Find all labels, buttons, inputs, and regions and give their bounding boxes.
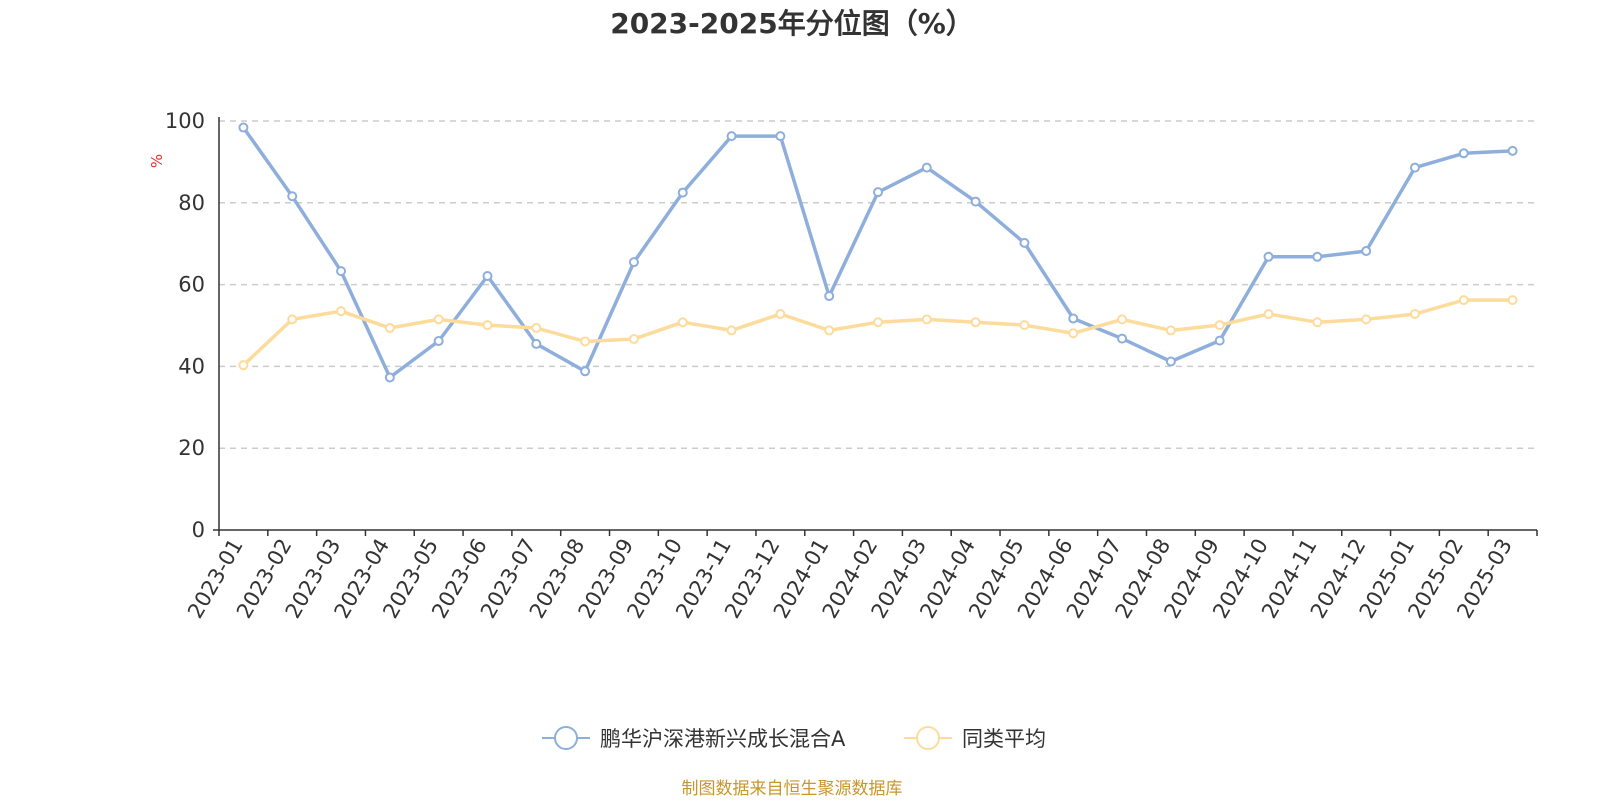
data-point (482, 271, 493, 282)
y-tick-label: 60 (178, 273, 205, 297)
data-point (482, 320, 493, 331)
grid-lines (219, 120, 1537, 449)
data-point (384, 322, 395, 333)
data-point (873, 317, 883, 328)
data-point (384, 372, 395, 383)
legend-label: 同类平均 (962, 727, 1046, 751)
data-point (531, 338, 542, 349)
data-point (336, 266, 347, 277)
data-point (1019, 320, 1030, 331)
data-point (921, 162, 932, 173)
data-point (775, 309, 786, 320)
data-point (433, 314, 444, 325)
y-axis-label: % (148, 154, 166, 168)
data-point (287, 314, 298, 325)
chart-title: 2023-2025年分位图（%） (610, 7, 974, 40)
data-point (628, 333, 639, 344)
data-point (1409, 162, 1420, 173)
data-point (1361, 246, 1372, 257)
data-point (824, 325, 835, 336)
y-tick-label: 80 (178, 191, 205, 215)
data-point (775, 131, 786, 142)
data-point (1214, 335, 1225, 346)
legend-item[interactable]: 同类平均 (904, 726, 1046, 751)
data-point (1312, 251, 1323, 262)
y-tick-label: 20 (178, 436, 205, 460)
data-point (433, 336, 444, 347)
data-point (580, 366, 591, 377)
series-line-1 (242, 298, 1513, 367)
y-tick-labels: 0 20 40 60 80 100 (165, 109, 205, 542)
data-point (1507, 145, 1518, 156)
data-point (531, 322, 542, 333)
data-point (238, 122, 249, 133)
data-point (1068, 313, 1079, 324)
data-point (1312, 317, 1323, 328)
data-point (970, 196, 981, 207)
legend-label: 鹏华沪深港新兴成长混合A (600, 727, 846, 751)
data-point (1214, 320, 1225, 331)
legend[interactable]: 鹏华沪深港新兴成长混合A 同类平均 (542, 726, 1046, 751)
data-point (1165, 325, 1176, 336)
data-point (1507, 295, 1518, 306)
data-point (824, 291, 835, 302)
data-point (1458, 148, 1469, 159)
data-point (1409, 309, 1420, 320)
data-point (726, 325, 737, 336)
data-point (1263, 251, 1274, 262)
data-point (1068, 328, 1079, 339)
series-lines (238, 122, 1518, 383)
data-point (1117, 314, 1128, 325)
data-point (677, 317, 688, 328)
y-tick-label: 0 (192, 518, 205, 542)
data-point (873, 187, 883, 198)
data-point (1117, 333, 1128, 344)
legend-swatch-icon (916, 726, 940, 750)
data-point (921, 314, 932, 325)
x-tick-labels: 2023-012023-022023-032023-042023-052023-… (183, 535, 1517, 623)
data-point (1165, 356, 1176, 367)
legend-item[interactable]: 鹏华沪深港新兴成长混合A (542, 726, 846, 751)
series-line-0 (241, 126, 1513, 380)
data-point (1019, 237, 1030, 248)
data-point (1458, 295, 1469, 306)
legend-swatch-icon (554, 726, 578, 750)
y-tick-label: 100 (165, 109, 205, 133)
data-point (287, 191, 298, 202)
data-point (726, 131, 737, 142)
axes (213, 117, 1538, 536)
data-point (628, 257, 639, 268)
data-point (1263, 309, 1274, 320)
data-point (970, 317, 981, 328)
data-point (238, 360, 249, 371)
data-point (580, 336, 591, 347)
source-note: 制图数据来自恒生聚源数据库 (682, 779, 903, 799)
data-point (677, 187, 688, 198)
y-tick-label: 40 (178, 354, 205, 378)
data-point (336, 306, 347, 317)
data-point (1361, 314, 1372, 325)
